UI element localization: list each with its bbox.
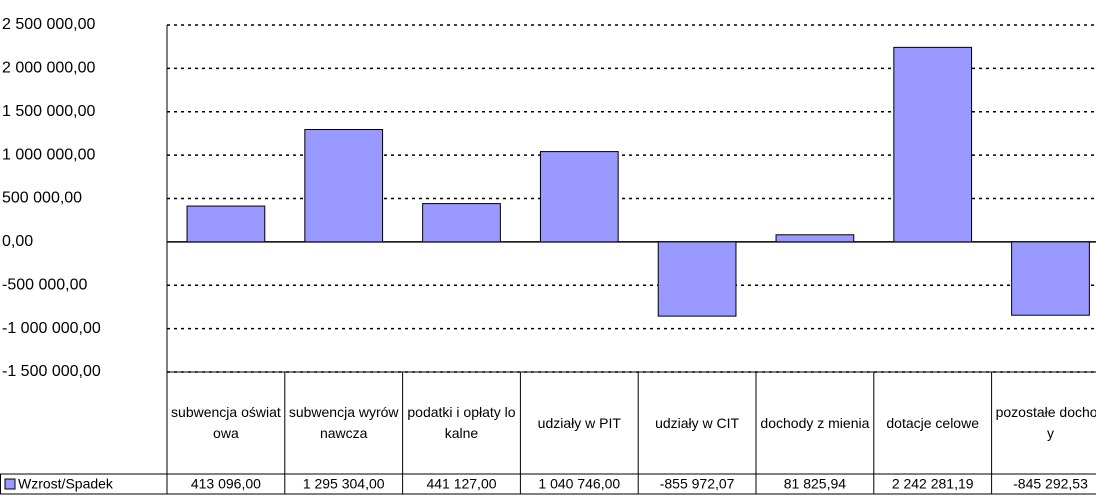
- x-tick-label: podatki i opłaty lokalne: [407, 404, 516, 441]
- category-cell: podatki i opłaty lokalne: [407, 404, 516, 441]
- y-tick-label: -1 000 000,00: [2, 320, 101, 337]
- legend-label: Wzrost/Spadek: [18, 476, 114, 492]
- bar: [304, 129, 384, 243]
- value-label: 413 096,00: [191, 476, 261, 492]
- bar: [422, 203, 501, 243]
- category-cell: udziały w PIT: [537, 414, 621, 431]
- legend-swatch: [4, 478, 16, 490]
- y-tick-label: 500 000,00: [2, 190, 82, 207]
- category-cell: dotacje celowe: [886, 414, 979, 431]
- bar: [539, 151, 619, 243]
- bar: [186, 205, 266, 243]
- value-label: 441 127,00: [426, 476, 496, 492]
- x-tick-label: udziały w PIT: [537, 414, 621, 431]
- y-tick-label: -500 000,00: [2, 276, 88, 293]
- category-cell: udziały w CIT: [655, 414, 740, 431]
- y-tick-label: 2 500 000,00: [2, 16, 96, 33]
- x-tick-label: subwencja oświatowa: [171, 404, 281, 441]
- y-tick-label: 1 000 000,00: [2, 146, 96, 163]
- value-label: 2 242 281,19: [892, 476, 974, 492]
- value-label: 1 040 746,00: [538, 476, 620, 492]
- value-label: 1 295 304,00: [303, 476, 385, 492]
- value-label: -845 292,53: [1013, 476, 1088, 492]
- x-tick-label: dochody z mienia: [760, 414, 870, 431]
- category-cell: pozostałe dochody: [995, 404, 1096, 441]
- bar: [893, 46, 973, 243]
- x-tick-label: pozostałe dochody: [995, 404, 1096, 441]
- y-tick-label: 1 500 000,00: [2, 103, 96, 120]
- x-tick-label: udziały w CIT: [655, 414, 740, 431]
- x-tick-label: dotacje celowe: [886, 414, 979, 431]
- category-cell: subwencja wyrównawcza: [288, 404, 399, 441]
- x-tick-label: subwencja wyrównawcza: [288, 404, 399, 441]
- y-tick-label: 0,00: [2, 233, 33, 250]
- category-cell: subwencja oświatowa: [171, 404, 281, 441]
- y-tick-label: 2 000 000,00: [2, 60, 96, 77]
- y-tick-label: -1 500 000,00: [2, 363, 101, 380]
- bar: [775, 234, 855, 243]
- value-label: -855 972,07: [660, 476, 735, 492]
- bar: [1011, 241, 1090, 316]
- category-cell: dochody z mienia: [760, 414, 870, 431]
- bar: [657, 241, 737, 317]
- value-label: 81 825,94: [784, 476, 846, 492]
